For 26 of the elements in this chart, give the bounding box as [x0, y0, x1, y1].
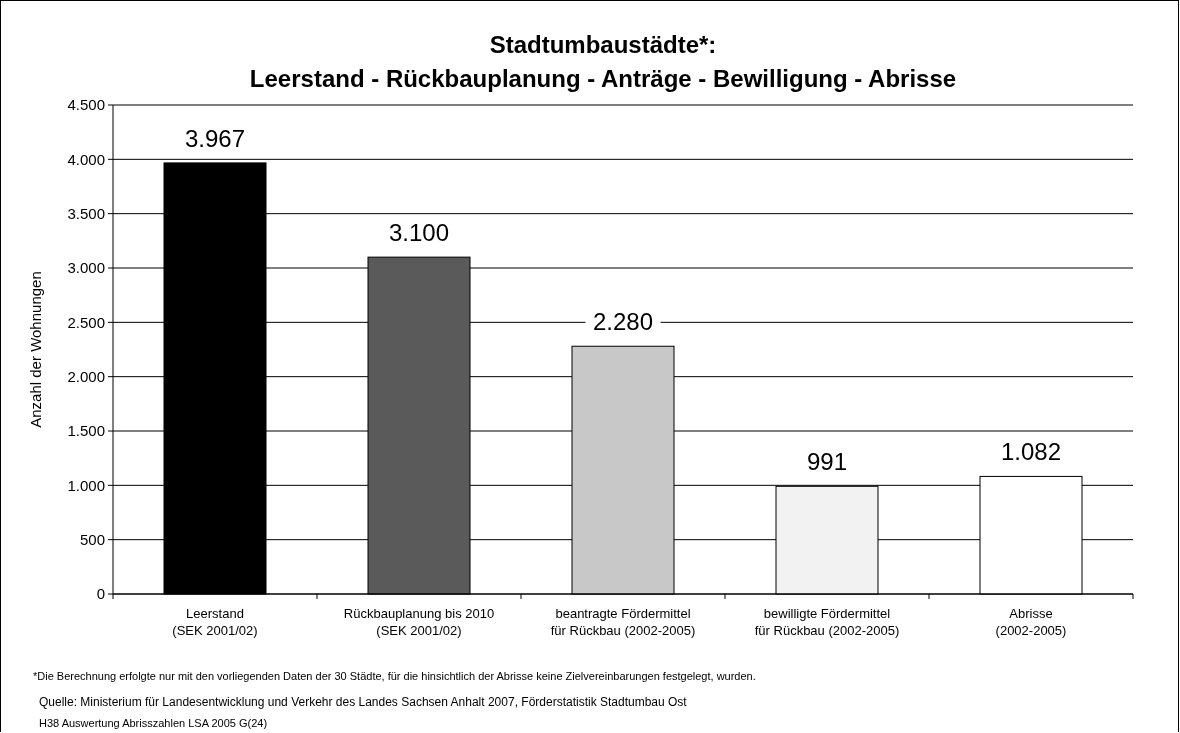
x-tick-label: Rückbauplanung bis 2010 (SEK 2001/02)	[343, 606, 495, 638]
x-tick-label: bewilligte Fördermittel für Rückbau (2002-2005)	[754, 606, 900, 638]
text: *Die Berechnung erfolgte nur mit den vorliegenden Daten der 30 Städte, für die hinsichtlich der Abrisse keine Zielvereinbarungen festgelegt, wurden.	[33, 670, 756, 682]
y-tick-label: 0	[96, 585, 105, 603]
y-tick-label: 500	[79, 530, 105, 548]
y-tick-label: 4.500	[67, 96, 105, 114]
chart-subtitle: Leerstand - Rückbauplanung - Anträge - Bewilligung - Abrisse	[249, 65, 957, 92]
x-tick-label: Leerstand (SEK 2001/02)	[172, 606, 258, 638]
y-tick-label: 3.000	[67, 259, 105, 277]
data-label: 991	[806, 448, 848, 476]
y-tick-label: 3.500	[67, 204, 105, 222]
y-axis-title: Anzahl der Wohnungen	[27, 271, 44, 428]
y-tick-label: 2.500	[67, 313, 105, 331]
data-label: 3.100	[388, 219, 450, 247]
x-tick-label: beantragte Fördermittel für Rückbau (2002-2005)	[550, 606, 696, 638]
data-label: 1.082	[1000, 438, 1062, 466]
data-label: 2.280	[592, 308, 654, 336]
y-tick-label: 4.000	[67, 150, 105, 168]
data-label: 3.967	[184, 124, 246, 152]
chart-title: Stadtumbaustädte*:	[489, 31, 717, 58]
y-tick-label: 1.000	[67, 476, 105, 494]
text: H38 Auswertung Abrisszahlen LSA 2005 G(24)	[39, 717, 268, 729]
source-note: Quelle: Ministerium für Landesentwicklung und Verkehr des Landes Sachsen Anhalt 2007, Förderstatistik Stadtumbau Ost	[39, 695, 688, 709]
y-tick-label: 1.500	[67, 422, 105, 440]
x-tick-label: Abrisse (2002-2005)	[995, 606, 1067, 638]
y-tick-label: 2.000	[67, 367, 105, 385]
